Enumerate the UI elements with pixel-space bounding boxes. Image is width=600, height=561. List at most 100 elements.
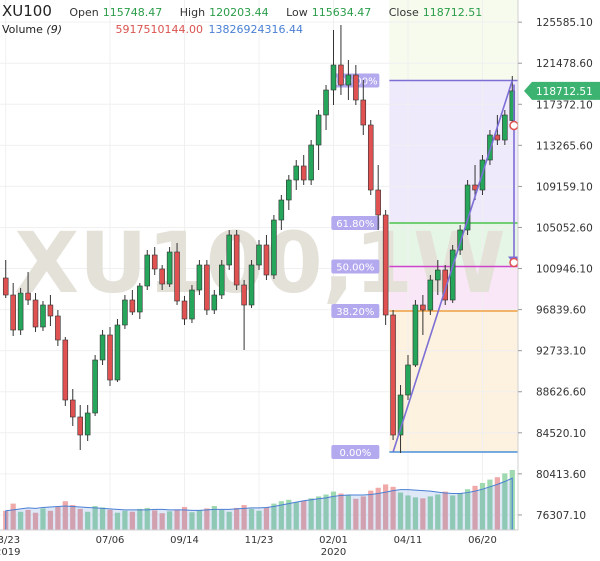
candle-body (174, 251, 180, 302)
candle-body (308, 144, 314, 181)
candle-body (92, 359, 98, 414)
volume-bar (383, 484, 389, 530)
volume-value: 5917510144.00 (115, 23, 203, 36)
volume-bar (353, 498, 359, 530)
year-label: 2019 (0, 547, 20, 558)
fib-anchor-point (509, 120, 519, 131)
volume-bar (323, 494, 329, 530)
fib-label-bg (331, 445, 380, 459)
fib-label-bg (331, 216, 380, 230)
volume-bar (427, 496, 433, 530)
fib-anchor-point (509, 257, 519, 268)
price-tick-label: 105052.60 (536, 222, 593, 234)
candle-body (47, 304, 54, 317)
candle-body (256, 244, 262, 266)
candle-body (99, 334, 106, 361)
price-tick-label: 92733.10 (536, 346, 586, 358)
volume-param: (9) (46, 23, 63, 36)
volume-bar (55, 506, 61, 530)
volume-bar (263, 507, 270, 530)
candle-body (144, 254, 151, 287)
volume-bar (487, 479, 493, 530)
volume-bar (144, 507, 150, 530)
price-tick-label: 109159.10 (536, 181, 593, 193)
candle-body (107, 334, 113, 381)
volume-bar (464, 489, 471, 530)
volume-bar (18, 511, 24, 530)
volume-bar (457, 493, 463, 530)
volume-bar (25, 509, 31, 530)
candle-body (338, 64, 344, 86)
volume-bar (390, 486, 396, 530)
volume-bar (375, 487, 381, 530)
volume-bar (167, 511, 173, 530)
candle-body (397, 394, 404, 436)
high-label: High (179, 6, 206, 19)
fib-label-text: 50.00% (336, 263, 374, 274)
candle-body (2, 277, 9, 296)
candle-body (32, 299, 39, 328)
candle-body (487, 134, 493, 161)
candle-body (166, 251, 173, 285)
candle-body (233, 234, 240, 286)
candle-body (300, 165, 307, 181)
candle-body (25, 292, 31, 301)
candle-body (442, 269, 448, 301)
fib-level-label: 50.00% (331, 259, 380, 274)
volume-bar (345, 495, 351, 530)
volume-bar (99, 507, 106, 530)
volume-bar (256, 510, 262, 530)
fib-level-label: 61.80% (331, 216, 380, 230)
volume-bar (248, 508, 255, 530)
candle-body (427, 279, 434, 311)
volume-bar (226, 511, 232, 530)
volume-bar (40, 508, 46, 530)
time-tick-label: 04/11 (394, 535, 423, 546)
candle-body (77, 416, 83, 436)
candle-body (286, 179, 292, 201)
candle-body (226, 234, 232, 266)
close-value: 118712.51 (422, 6, 483, 19)
volume-bar (502, 473, 508, 530)
volume-bar (397, 492, 404, 530)
candle-body (360, 99, 367, 126)
fib-label-bg (331, 259, 380, 274)
volume-bar (450, 495, 456, 530)
open-label: Open (69, 6, 99, 19)
last-price-tag: 118712.51 (524, 81, 600, 100)
volume-bar (189, 512, 195, 530)
candle-body (353, 74, 359, 101)
fib-zone (389, 311, 518, 452)
volume-bar (204, 508, 210, 530)
volume-bar (315, 496, 322, 530)
volume-bar (159, 513, 165, 530)
candle-body (464, 184, 471, 231)
open-value: 115748.47 (102, 6, 163, 19)
candle-body (248, 264, 255, 306)
price-tick-label: 96839.60 (536, 305, 586, 317)
candle-body (151, 254, 158, 270)
year-label: 2020 (321, 547, 346, 558)
volume-bar (442, 491, 448, 530)
price-tick-label: 113265.60 (536, 140, 593, 152)
candle-body (375, 189, 381, 216)
price-tick-label: 84520.10 (536, 428, 586, 440)
volume-bar (278, 501, 284, 530)
candle-body (278, 199, 285, 221)
volume-bar (338, 493, 344, 530)
price-tick-label: 88626.60 (536, 387, 586, 399)
time-tick-label: 11/23 (245, 535, 274, 546)
volume-bar (70, 505, 76, 530)
fib-level-label: 0.00% (331, 445, 380, 459)
fib-zone (389, 80, 518, 223)
candle-body (62, 339, 69, 401)
volume-bar (420, 498, 426, 530)
volume-bar (92, 506, 98, 530)
close-label: Close (388, 6, 419, 19)
volume-bar (10, 503, 16, 530)
candle-body (122, 299, 128, 326)
price-tick-label: 80413.60 (536, 469, 586, 481)
volume-ma-value: 13826924316.44 (208, 23, 303, 36)
